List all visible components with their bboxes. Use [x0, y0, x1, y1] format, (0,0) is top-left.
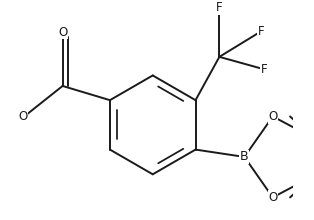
Text: O: O [19, 110, 28, 123]
Text: B: B [240, 150, 249, 163]
Text: O: O [268, 191, 277, 204]
Text: F: F [258, 25, 265, 38]
Text: F: F [216, 1, 223, 14]
Text: O: O [58, 26, 67, 39]
Text: O: O [268, 110, 277, 123]
Text: F: F [261, 63, 267, 76]
